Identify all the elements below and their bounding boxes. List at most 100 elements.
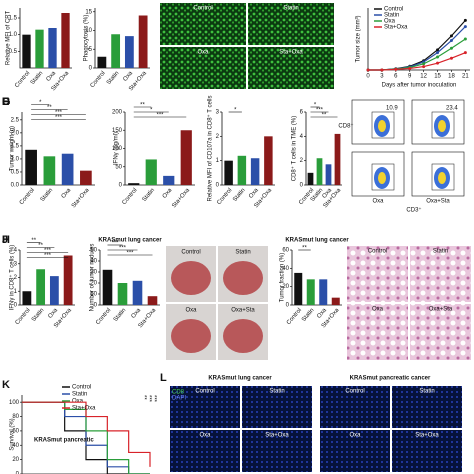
flow-number: 10.9 xyxy=(386,106,398,112)
y-tick-label: 2 xyxy=(300,158,304,164)
y-tick-label: 4 xyxy=(300,134,304,140)
x-tick-label: Statin xyxy=(301,307,315,323)
histology xyxy=(410,246,471,302)
micrograph xyxy=(160,3,246,45)
x-axis-label: Days after tumor inoculation xyxy=(382,83,457,89)
sig-stars: *** xyxy=(111,241,119,247)
bar xyxy=(294,272,303,305)
bar xyxy=(180,130,192,185)
image-caption: Oxa xyxy=(197,50,209,56)
bar xyxy=(325,164,332,185)
x-tick-label: 15 xyxy=(434,74,441,80)
photo-caption: Oxa+Sta xyxy=(231,308,255,314)
bar xyxy=(147,296,158,305)
image-caption: Sta+Oxa xyxy=(265,433,289,439)
stain-label: DAPI xyxy=(172,396,186,402)
bar xyxy=(319,279,328,305)
x-tick-label: Control xyxy=(286,307,303,326)
legend-label: Control xyxy=(384,7,403,13)
bar xyxy=(132,280,143,305)
y-tick-label: 6 xyxy=(300,110,304,116)
y-tick-label: 2 xyxy=(14,275,18,281)
photo-caption: Control xyxy=(181,250,200,256)
x-tick-label: Statin xyxy=(40,187,54,203)
lung xyxy=(171,319,211,353)
legend-label: Oxa xyxy=(72,399,84,405)
y-tick-label: 15 xyxy=(85,9,92,15)
if-image xyxy=(392,430,462,472)
if-image xyxy=(392,386,462,428)
lung xyxy=(223,319,263,353)
image-caption: Oxa xyxy=(372,307,384,313)
micrograph xyxy=(160,47,246,89)
y-tick-label: 0 xyxy=(300,183,304,189)
image-caption: Oxa xyxy=(349,433,361,439)
bar xyxy=(22,291,32,305)
if-image xyxy=(320,386,390,428)
bar xyxy=(224,160,233,185)
x-tick-label: Control xyxy=(19,187,36,206)
image-caption: Statin xyxy=(433,249,448,255)
series-line xyxy=(368,52,466,71)
histology xyxy=(410,304,471,360)
bar xyxy=(36,269,46,305)
panel-label: J xyxy=(2,234,8,246)
legend-label: Statin xyxy=(72,392,87,398)
x-tick-label: 12 xyxy=(420,74,427,80)
sig-stars: * xyxy=(234,108,237,114)
x-tick-label: 3 xyxy=(380,74,384,80)
if-image xyxy=(320,430,390,472)
sig-stars: * xyxy=(314,103,317,109)
sig-stars: *** xyxy=(150,395,156,403)
y-tick-label: 3 xyxy=(216,110,220,116)
x-tick-label: Control xyxy=(95,307,112,326)
group-title: KRASmut lung cancer xyxy=(208,376,272,382)
bar xyxy=(48,28,57,68)
image-caption: Sta+Oxa xyxy=(415,433,439,439)
x-tick-label: Control xyxy=(90,70,107,89)
if-image xyxy=(170,430,240,472)
micrograph xyxy=(248,3,334,45)
panel-label: L xyxy=(160,372,167,384)
if-image xyxy=(170,386,240,428)
y-tick-label: 50 xyxy=(90,248,97,254)
sig-stars: *** xyxy=(126,251,134,257)
series-line xyxy=(368,19,466,71)
x-tick-label: Oxa xyxy=(47,307,59,320)
bar xyxy=(306,279,315,305)
sig-stars: *** xyxy=(316,108,324,114)
bar xyxy=(63,255,73,305)
photo-caption: Statin xyxy=(235,250,250,256)
y-axis-label: Number of tumor nodules xyxy=(90,244,96,312)
flow-number: 23.4 xyxy=(446,106,458,112)
flow-density xyxy=(378,172,386,184)
y-tick-label: 30 xyxy=(90,270,97,276)
y-tick-label: 5 xyxy=(89,47,93,53)
bar xyxy=(145,159,157,185)
bar xyxy=(117,283,128,305)
y-axis-label: IFNγ (pg/ml) xyxy=(114,132,120,165)
y-tick-label: 0 xyxy=(216,183,220,189)
x-tick-label: 21 xyxy=(462,74,469,80)
sig-stars: *** xyxy=(156,113,164,119)
bar xyxy=(35,29,44,69)
x-tick-label: 0 xyxy=(366,74,370,80)
y-tick-label: 0 xyxy=(119,183,123,189)
panel-label: I xyxy=(2,234,5,246)
image-caption: Sta+Oxa xyxy=(279,50,303,56)
x-tick-label: Sta+Oxa xyxy=(171,187,191,209)
axes xyxy=(21,395,150,474)
sig-stars: *** xyxy=(55,115,63,121)
y-tick-label: 2.5 xyxy=(11,117,20,123)
y-tick-label: 40 xyxy=(90,259,97,265)
sig-stars: ** xyxy=(31,238,36,244)
series-line xyxy=(22,401,151,467)
y-axis-label: Relative MFI of CRT xyxy=(6,11,12,66)
x-tick-label: 6 xyxy=(394,74,398,80)
image-caption: Control xyxy=(345,389,364,395)
bar xyxy=(334,133,341,185)
if-image xyxy=(242,430,312,472)
panel-label: D xyxy=(2,96,10,108)
image-caption: Control xyxy=(193,6,212,12)
